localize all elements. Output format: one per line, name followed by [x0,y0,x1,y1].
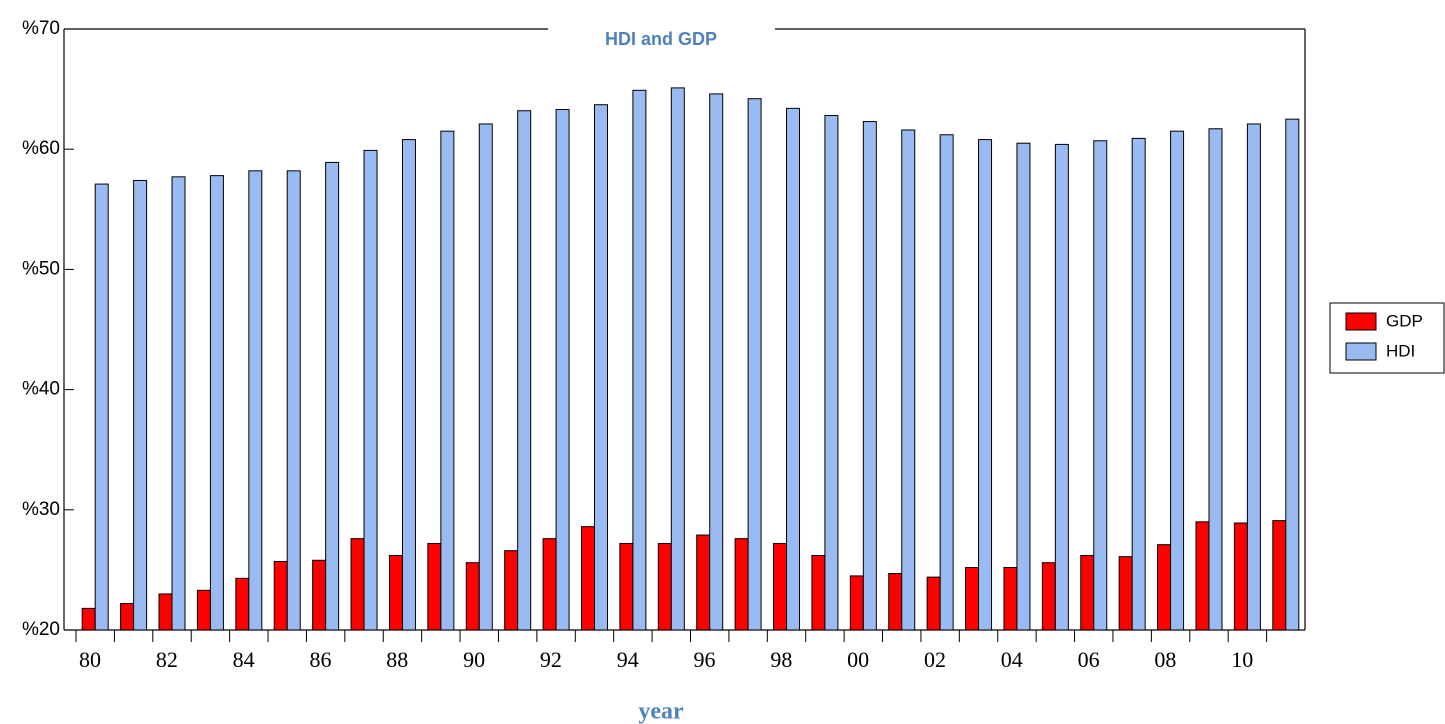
bar [1208,128,1223,631]
bar [312,559,327,631]
bar [388,554,403,631]
bar [440,130,455,631]
bar [1246,123,1261,631]
bar [1054,143,1069,631]
bar [1170,130,1185,631]
x-tick-label: 08 [1154,647,1176,672]
bar [350,538,365,631]
bar [593,104,608,631]
legend-swatch [1345,342,1377,361]
bar [1080,554,1095,631]
y-tick-label: %30 [22,499,60,520]
bar [325,161,340,631]
bar [1093,140,1108,631]
x-tick-label: 82 [156,647,178,672]
bar [1157,544,1172,631]
bar [709,93,724,631]
x-tick-label: 00 [847,647,869,672]
bar [1041,562,1056,631]
bar [171,176,186,631]
bar [786,107,801,631]
bar [965,566,980,631]
x-tick-label: 06 [1078,647,1100,672]
bar [235,577,250,631]
x-tick-label: 10 [1231,647,1253,672]
bar [248,170,263,631]
bar [1131,137,1146,631]
bar [670,87,685,631]
y-tick-label: %40 [22,379,60,400]
bar [363,149,378,631]
bar [939,134,954,631]
bar [94,183,109,631]
bar [773,542,788,631]
bar [465,562,480,631]
bar [427,542,442,631]
bar [632,89,647,631]
bar [517,110,532,631]
bar [849,575,864,631]
x-axis-label: year [638,699,684,724]
bar [286,170,301,631]
x-tick-label: 90 [463,647,485,672]
bar [747,98,762,631]
bar [657,542,672,631]
bar [1195,521,1210,631]
x-tick-label: 98 [770,647,792,672]
x-tick-label: 88 [386,647,408,672]
bar [1016,142,1031,631]
x-tick-label: 94 [617,647,639,672]
bar [504,550,519,631]
x-tick-label: 86 [309,647,331,672]
bar [401,139,416,631]
bar [1285,118,1300,631]
bar [811,554,826,631]
bar [978,139,993,631]
bar [619,542,634,631]
bar [81,607,96,631]
x-tick-label: 92 [540,647,562,672]
bar [1003,566,1018,631]
legend-label: HDI [1386,341,1415,360]
y-tick-label: %20 [22,619,60,640]
bar [824,115,839,631]
bar [580,526,595,631]
bar [696,534,711,631]
bar [555,109,570,631]
bar [478,123,493,631]
bar [862,121,877,631]
chart-title: HDI and GDP [605,29,717,49]
bar [1233,522,1248,631]
bar [888,573,903,631]
bar [734,538,749,631]
y-tick-label: %70 [22,18,60,39]
bar [133,179,148,631]
bar [273,560,288,631]
bar [209,175,224,631]
bar [158,593,173,631]
bar [120,603,135,631]
bar [901,129,916,631]
bar [1272,520,1287,631]
x-tick-label: 04 [1001,647,1023,672]
y-tick-label: %60 [22,138,60,159]
bar [1118,556,1133,631]
x-tick-label: 02 [924,647,946,672]
bar [926,576,941,631]
legend-swatch [1345,312,1377,331]
bar [196,589,211,631]
y-tick-label: %50 [22,258,60,279]
x-tick-label: 80 [79,647,101,672]
legend-label: GDP [1386,311,1423,330]
bar [542,538,557,631]
x-tick-label: 84 [233,647,255,672]
x-tick-label: 96 [694,647,716,672]
